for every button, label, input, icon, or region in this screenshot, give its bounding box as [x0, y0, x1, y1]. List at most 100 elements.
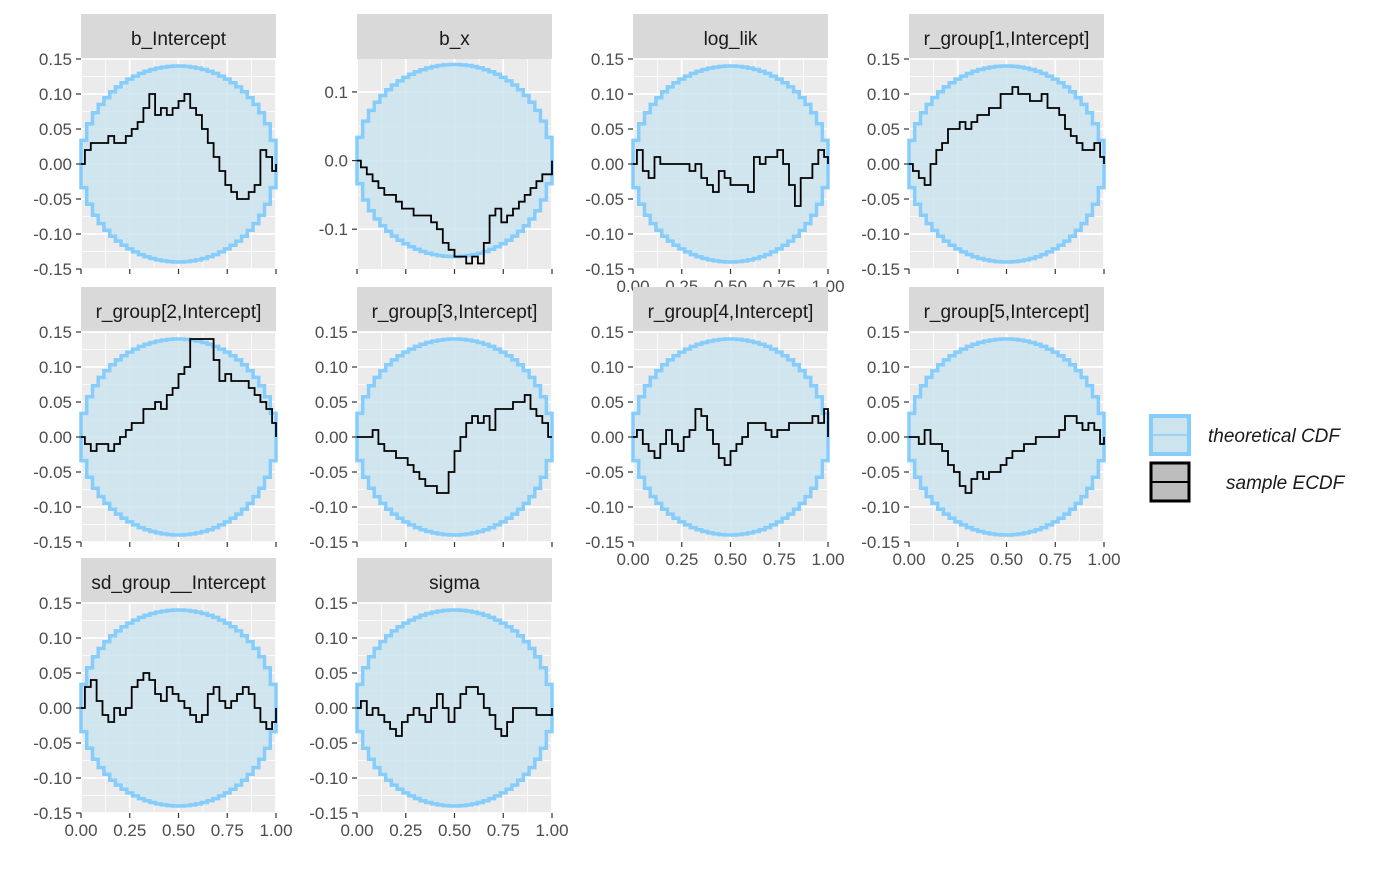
panel-sd-group-intercept-x-tick-label-4: 1.00 [259, 821, 292, 840]
panel-sd-group-intercept-y-tick-label-0: -0.15 [33, 804, 72, 823]
panel-b-intercept-strip [81, 14, 276, 59]
panel-b-intercept-y-tick-label-2: -0.05 [33, 190, 72, 209]
panel-r-group-5-intercept-y-tick-label-1: -0.10 [861, 498, 900, 517]
panel-r-group-3-intercept-title: r_group[3,Intercept] [372, 302, 538, 323]
panel-b-intercept-y-tick-label-3: 0.00 [39, 155, 72, 174]
panel-r-group-5-intercept-strip [909, 287, 1104, 332]
panel-r-group-5-intercept-theoretical-cdf-band [907, 337, 1106, 537]
panel-r-group-4-intercept-y-tick-label-0: -0.15 [585, 533, 624, 552]
panel-sigma-x-tick-label-4: 1.00 [535, 821, 568, 840]
panel-r-group-4-intercept-theoretical-cdf-band [631, 337, 830, 537]
panel-r-group-4-intercept-y-tick-label-6: 0.15 [591, 323, 624, 342]
panel-r-group-4-intercept-y-tick-label-1: -0.10 [585, 498, 624, 517]
panel-log-lik-y-tick-label-2: -0.05 [585, 190, 624, 209]
panel-sigma: sigma -0.15 -0.10 -0.05 0.00 0.05 0.10 0.15 0.00… [309, 558, 569, 840]
panel-b-intercept-y-tick-label-0: -0.15 [33, 260, 72, 279]
panel-r-group-2-intercept-title: r_group[2,Intercept] [96, 302, 262, 323]
panel-r-group-3-intercept-strip [357, 287, 552, 332]
panel-r-group-5-intercept-x-tick-label-2: 0.50 [990, 550, 1023, 569]
panel-sd-group-intercept-y-tick-label-4: 0.05 [39, 664, 72, 683]
panel-r-group-3-intercept-y-tick-label-1: -0.10 [309, 498, 348, 517]
panel-sd-group-intercept-y-tick-label-6: 0.15 [39, 594, 72, 613]
panel-b-intercept-y-tick-label-4: 0.05 [39, 120, 72, 139]
panel-r-group-4-intercept-strip [633, 287, 828, 332]
panel-r-group-2-intercept-sample-ecdf-line [81, 338, 277, 452]
panel-sd-group-intercept-theoretical-cdf-band [79, 608, 278, 808]
panel-r-group-4-intercept-title: r_group[4,Intercept] [648, 302, 814, 323]
panel-sd-group-intercept-title: sd_group__Intercept [91, 573, 266, 594]
panel-sd-group-intercept-y-tick-label-3: 0.00 [39, 699, 72, 718]
panel-log-lik-y-tick-label-1: -0.10 [585, 225, 624, 244]
panel-r-group-3-intercept-y-tick-label-2: -0.05 [309, 463, 348, 482]
panel-r-group-5-intercept-y-tick-label-5: 0.10 [867, 358, 900, 377]
panel-sd-group-intercept-y-tick-label-5: 0.10 [39, 629, 72, 648]
panel-sigma-x-tick-label-3: 0.75 [487, 821, 520, 840]
panel-r-group-5-intercept-x-tick-label-3: 0.75 [1039, 550, 1072, 569]
panel-r-group-1-intercept-strip [909, 14, 1104, 59]
panel-sigma-x-tick-label-1: 0.25 [389, 821, 422, 840]
panel-r-group-2-intercept-theoretical-cdf-band [79, 337, 278, 537]
panel-r-group-4-intercept-x-tick-label-3: 0.75 [763, 550, 796, 569]
panel-b-intercept-y-tick-label-1: -0.10 [33, 225, 72, 244]
panel-r-group-3-intercept-y-tick-label-6: 0.15 [315, 323, 348, 342]
panel-b-intercept: b_Intercept -0.15 -0.10 -0.05 0.00 0.05 0.10 0.… [33, 14, 278, 279]
panel-r-group-3-intercept-y-tick-label-3: 0.00 [315, 428, 348, 447]
panel-r-group-5-intercept-x-tick-label-1: 0.25 [941, 550, 974, 569]
panel-r-group-1-intercept-sample-ecdf-line [909, 86, 1105, 186]
panel-sigma-y-tick-label-0: -0.15 [309, 804, 348, 823]
panel-log-lik-y-tick-label-4: 0.05 [591, 120, 624, 139]
panel-sigma-y-tick-label-3: 0.00 [315, 699, 348, 718]
panel-log-lik-sample-ecdf-line [633, 149, 829, 207]
panel-r-group-4-intercept-sample-ecdf-line [633, 408, 829, 466]
panel-r-group-5-intercept-y-tick-label-6: 0.15 [867, 323, 900, 342]
panel-r-group-2-intercept-y-tick-label-0: -0.15 [33, 533, 72, 552]
panel-r-group-4-intercept-x-tick-label-2: 0.50 [714, 550, 747, 569]
panel-sd-group-intercept-strip [81, 558, 276, 603]
panel-sigma-strip [357, 558, 552, 603]
panel-r-group-5-intercept: r_group[5,Intercept] -0.15 -0.10 -0.05 0.00 0… [861, 287, 1121, 569]
panel-r-group-3-intercept: r_group[3,Intercept] -0.15 -0.10 -0.05 0.00 0… [309, 287, 554, 552]
panel-b-intercept-title: b_Intercept [131, 29, 227, 50]
panels-layer: b_Intercept -0.15 -0.10 -0.05 0.00 0.05 0.10 0.… [33, 14, 1121, 840]
panel-log-lik: log_lik-0.15-0.10-0.050.000.050.100.150.… [585, 14, 845, 296]
panel-r-group-5-intercept-x-tick-label-0: 0.00 [892, 550, 925, 569]
panel-r-group-5-intercept-y-tick-label-0: -0.15 [861, 533, 900, 552]
panel-r-group-1-intercept-y-tick-label-2: -0.05 [861, 190, 900, 209]
panel-r-group-2-intercept-y-tick-label-1: -0.10 [33, 498, 72, 517]
panel-b-x-y-tick-label-2: 0.1 [324, 83, 348, 102]
panel-r-group-4-intercept: r_group[4,Intercept] -0.15 -0.10 -0.05 0.00 0… [585, 287, 845, 569]
panel-sigma-y-tick-label-2: -0.05 [309, 734, 348, 753]
panel-r-group-5-intercept-x-tick-label-4: 1.00 [1087, 550, 1120, 569]
panel-sigma-y-tick-label-1: -0.10 [309, 769, 348, 788]
panel-b-intercept-sample-ecdf-line [81, 93, 277, 200]
legend-label-sample-ecdf: sample ECDF [1226, 473, 1346, 494]
panel-r-group-4-intercept-y-tick-label-5: 0.10 [591, 358, 624, 377]
panel-r-group-1-intercept-y-tick-label-0: -0.15 [861, 260, 900, 279]
panel-r-group-4-intercept-y-tick-label-4: 0.05 [591, 393, 624, 412]
panel-b-x-sample-ecdf-line [357, 159, 553, 265]
panel-sigma-x-tick-label-2: 0.50 [438, 821, 471, 840]
panel-r-group-4-intercept-y-tick-label-2: -0.05 [585, 463, 624, 482]
panel-sigma-x-tick-label-0: 0.00 [340, 821, 373, 840]
panel-sigma-y-tick-label-5: 0.10 [315, 629, 348, 648]
panel-sigma-sample-ecdf-line [357, 686, 553, 737]
panel-log-lik-y-tick-label-5: 0.10 [591, 85, 624, 104]
panel-log-lik-y-tick-label-6: 0.15 [591, 50, 624, 69]
panel-sigma-y-tick-label-6: 0.15 [315, 594, 348, 613]
panel-r-group-1-intercept-title: r_group[1,Intercept] [924, 29, 1090, 50]
panel-r-group-2-intercept-strip [81, 287, 276, 332]
panel-log-lik-title: log_lik [704, 29, 758, 50]
panel-r-group-2-intercept-y-tick-label-3: 0.00 [39, 428, 72, 447]
panel-sd-group-intercept-x-tick-label-1: 0.25 [113, 821, 146, 840]
panel-r-group-3-intercept-y-tick-label-4: 0.05 [315, 393, 348, 412]
panel-log-lik-strip [633, 14, 828, 59]
panel-sd-group-intercept-sample-ecdf-line [81, 672, 277, 730]
panel-log-lik-y-tick-label-3: 0.00 [591, 155, 624, 174]
panel-b-x-y-tick-label-0: -0.1 [319, 220, 348, 239]
panel-r-group-1-intercept: r_group[1,Intercept] -0.15 -0.10 -0.05 0.00 0… [861, 14, 1106, 279]
panel-r-group-4-intercept-y-tick-label-3: 0.00 [591, 428, 624, 447]
panel-r-group-2-intercept-y-tick-label-2: -0.05 [33, 463, 72, 482]
panel-r-group-3-intercept-sample-ecdf-line [357, 394, 552, 494]
panel-sigma-title: sigma [429, 573, 480, 594]
